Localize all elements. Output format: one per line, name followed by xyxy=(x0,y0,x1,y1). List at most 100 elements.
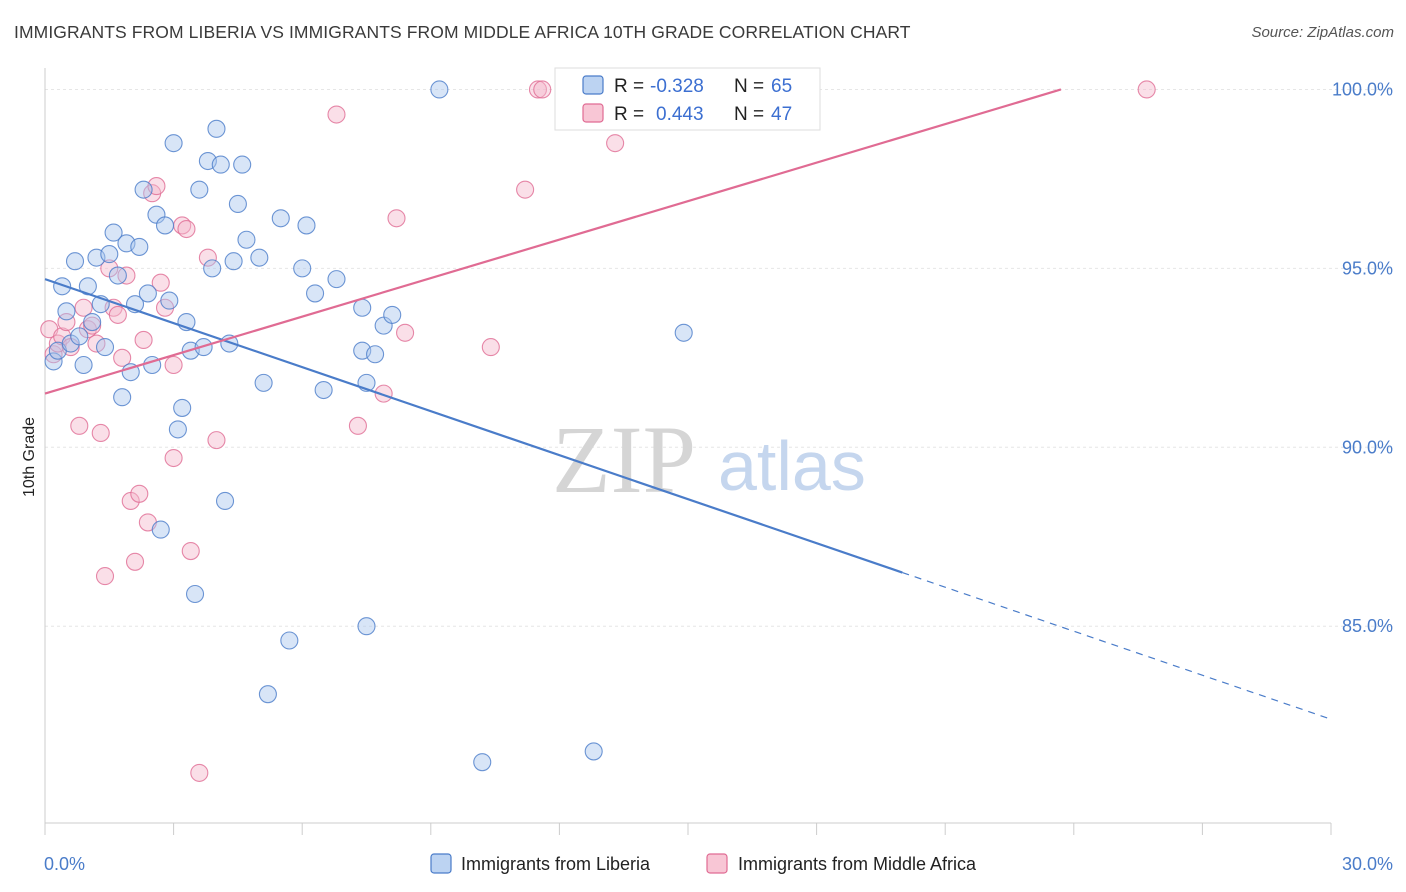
legend-r-label-middle-africa: R = xyxy=(614,104,644,125)
liberia-point xyxy=(138,284,157,303)
bottom-legend-label-liberia: Immigrants from Liberia xyxy=(461,854,651,874)
liberia-point xyxy=(237,230,256,249)
liberia-point xyxy=(207,119,226,138)
watermark-atlas: atlas xyxy=(718,427,866,505)
liberia-point xyxy=(233,155,252,174)
liberia-point xyxy=(250,248,269,267)
liberia-point xyxy=(353,298,372,317)
liberia-point xyxy=(134,180,153,199)
middle-africa-point xyxy=(533,80,552,99)
liberia-point xyxy=(168,420,187,439)
watermark-zip: ZIP xyxy=(552,406,696,513)
liberia-point xyxy=(53,277,72,296)
liberia-point xyxy=(70,327,89,346)
middle-africa-point xyxy=(108,305,127,324)
liberia-point xyxy=(100,245,119,264)
middle-africa-point xyxy=(134,330,153,349)
liberia-trend-line xyxy=(44,278,903,574)
legend-n-value-middle-africa: 47 xyxy=(771,104,792,125)
liberia-point xyxy=(113,388,132,407)
y-tick-label: 100.0% xyxy=(1332,79,1393,99)
middle-africa-point xyxy=(91,423,110,443)
liberia-point xyxy=(473,753,492,772)
series-liberia-points xyxy=(44,80,693,772)
middle-africa-point xyxy=(57,313,76,332)
liberia-point xyxy=(228,194,247,214)
legend-r-value-middle-africa: 0.443 xyxy=(656,104,704,125)
liberia-point xyxy=(215,491,235,511)
liberia-point xyxy=(258,685,277,704)
middle-africa-point xyxy=(528,80,548,99)
middle-africa-point xyxy=(396,323,415,342)
y-tick-label: 90.0% xyxy=(1342,437,1393,457)
middle-africa-point xyxy=(374,384,393,403)
source-label: Source: ZipAtlas.com xyxy=(1251,24,1394,41)
bottom-legend-label-middle-africa: Immigrants from Middle Africa xyxy=(738,854,977,874)
middle-africa-point xyxy=(151,273,170,292)
liberia-point xyxy=(155,216,175,235)
liberia-point xyxy=(297,216,316,235)
middle-africa-point xyxy=(348,416,367,435)
middle-africa-point xyxy=(164,448,183,468)
middle-africa-point xyxy=(327,105,346,124)
liberia-point xyxy=(83,313,102,332)
middle-africa-point xyxy=(74,298,93,317)
middle-africa-point xyxy=(1137,80,1156,99)
middle-africa-point xyxy=(606,134,625,153)
liberia-point xyxy=(173,398,192,417)
liberia-point xyxy=(104,223,123,242)
liberia-trend-extension xyxy=(902,571,1332,720)
liberia-point xyxy=(108,266,127,285)
legend-swatch-middle-africa xyxy=(582,103,604,123)
middle-africa-point xyxy=(198,248,217,267)
legend-swatch-liberia xyxy=(582,75,604,95)
series-middle-africa-points xyxy=(40,80,1156,782)
middle-africa-point xyxy=(113,348,132,367)
liberia-point xyxy=(130,237,149,256)
liberia-point xyxy=(74,355,93,375)
middle-africa-point xyxy=(181,542,200,561)
liberia-point xyxy=(254,373,273,392)
liberia-point xyxy=(121,363,140,382)
middle-africa-point xyxy=(130,484,149,503)
y-tick-label: 85.0% xyxy=(1342,616,1393,636)
liberia-point xyxy=(430,80,449,99)
middle-africa-point xyxy=(516,180,535,199)
middle-africa-point xyxy=(481,338,500,357)
middle-africa-point xyxy=(164,355,183,375)
liberia-point xyxy=(584,742,603,761)
liberia-point xyxy=(185,584,205,604)
y-tick-label: 95.0% xyxy=(1342,258,1393,278)
middle-africa-point xyxy=(125,552,145,571)
y-axis-title: 10th Grade xyxy=(21,417,38,497)
liberia-point xyxy=(65,252,85,271)
liberia-point xyxy=(280,631,299,650)
liberia-point xyxy=(306,284,325,303)
series-legend: Immigrants from Liberia Immigrants from … xyxy=(430,853,977,874)
chart-title: IMMIGRANTS FROM LIBERIA VS IMMIGRANTS FR… xyxy=(14,22,911,42)
middle-africa-point xyxy=(207,431,226,450)
x-tick-label-max: 30.0% xyxy=(1342,854,1393,874)
legend-r-value-liberia: -0.328 xyxy=(650,76,704,97)
liberia-point xyxy=(211,155,230,174)
liberia-point xyxy=(383,305,402,324)
legend-n-label-liberia: N = xyxy=(734,76,764,97)
axes xyxy=(44,68,1332,835)
bottom-legend-swatch-liberia xyxy=(430,853,452,874)
liberia-point xyxy=(224,252,243,271)
liberia-point xyxy=(366,345,385,364)
liberia-point xyxy=(357,617,376,636)
trend-lines xyxy=(44,88,1332,720)
liberia-point xyxy=(44,352,63,371)
middle-africa-point xyxy=(177,219,196,239)
legend-n-label-middle-africa: N = xyxy=(734,104,764,125)
liberia-point xyxy=(95,338,115,357)
liberia-point xyxy=(151,520,170,539)
x-tick-label-min: 0.0% xyxy=(44,854,85,874)
legend-r-label-liberia: R = xyxy=(614,76,644,97)
stats-legend: R = -0.328 N = 65 R = 0.443 N = 47 xyxy=(554,67,821,131)
middle-africa-point xyxy=(190,763,209,782)
liberia-point xyxy=(190,180,209,199)
liberia-point xyxy=(271,209,290,228)
liberia-point xyxy=(160,291,179,310)
